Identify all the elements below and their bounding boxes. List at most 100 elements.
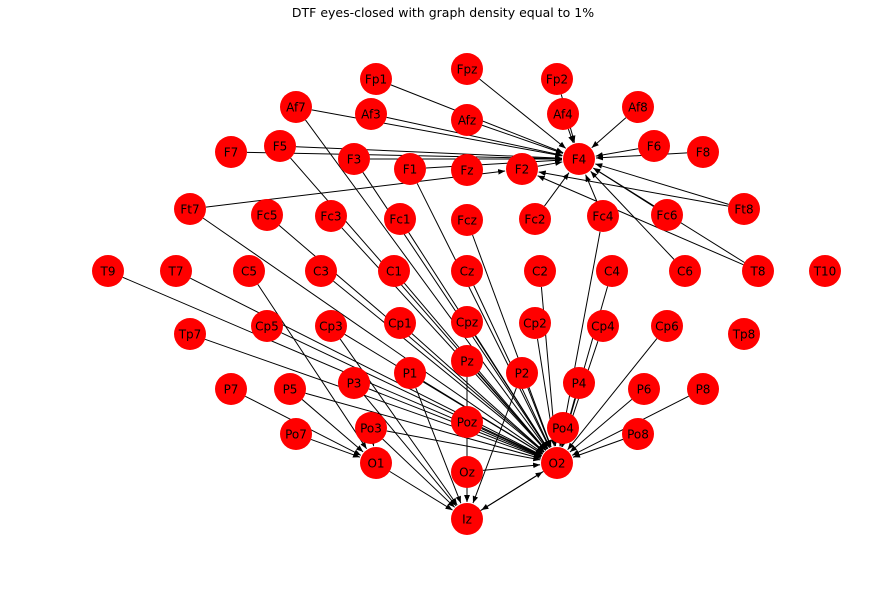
edge-cp6-to-o2 [567, 338, 658, 451]
node-label: C2 [532, 265, 548, 279]
edge-o1-to-iz [389, 470, 453, 511]
node-label: F1 [403, 163, 418, 177]
node-fcz: Fcz [451, 204, 483, 236]
node-f8: F8 [687, 136, 719, 168]
node-circle [378, 255, 410, 287]
edge-o2-to-iz [481, 471, 544, 511]
node-label: Ft8 [734, 203, 753, 217]
edge-ft8-to-f4 [595, 163, 729, 205]
node-layer: Fp1 Fpz Fp2 Af7 Af3 Afz Af4 Af8 F7 F5 F3 F1 Fz F2 F4 F6… [92, 53, 841, 535]
node-o1: O1 [360, 447, 392, 479]
node-p6: P6 [628, 373, 660, 405]
node-ft7: Ft7 [174, 193, 206, 225]
edge-cp5-to-o2 [281, 332, 542, 457]
node-circle [547, 98, 579, 130]
node-label: Po7 [285, 428, 307, 442]
node-p7: P7 [215, 373, 247, 405]
edge-p6-to-o2 [569, 398, 633, 453]
node-label: Cp4 [591, 320, 615, 334]
node-label: P5 [283, 383, 298, 397]
node-circle [451, 345, 483, 377]
node-label: P7 [224, 383, 239, 397]
edge-f2-to-f4 [537, 160, 563, 167]
node-label: F6 [647, 140, 662, 154]
node-circle [451, 503, 483, 535]
edge-fpz-to-f4 [479, 78, 567, 149]
node-circle [728, 318, 760, 350]
node-label: Fc1 [389, 213, 410, 227]
node-cp5: Cp5 [251, 310, 283, 342]
node-fc2: Fc2 [519, 203, 551, 235]
node-cp2: Cp2 [519, 307, 551, 339]
edge-t7-to-o2 [190, 277, 543, 456]
node-f6: F6 [638, 130, 670, 162]
node-oz: Oz [451, 456, 483, 488]
node-c1: C1 [378, 255, 410, 287]
edge-oz-to-o2 [482, 462, 541, 471]
edge-t8-to-f2 [537, 175, 744, 266]
node-circle [506, 153, 538, 185]
node-label: C1 [386, 265, 402, 279]
node-label: P4 [572, 377, 587, 391]
node-ft8: Ft8 [728, 193, 760, 225]
edge-af3-to-f4 [386, 116, 563, 157]
edge-p1-to-o2 [423, 380, 543, 455]
node-f3: F3 [338, 143, 370, 175]
node-o2: O2 [541, 447, 573, 479]
node-circle [338, 367, 370, 399]
node-circle [394, 357, 426, 389]
node-label: T8 [750, 265, 766, 279]
edge-po3-to-o2 [386, 430, 541, 462]
edge-p5-to-o1 [301, 399, 364, 453]
node-label: F8 [696, 146, 711, 160]
node-label: Po3 [360, 422, 382, 436]
node-circle [547, 412, 579, 444]
node-label: T7 [168, 265, 184, 279]
node-circle [728, 193, 760, 225]
node-circle [451, 53, 483, 85]
node-label: P2 [515, 367, 530, 381]
node-circle [394, 153, 426, 185]
node-circle [742, 255, 774, 287]
node-c6: C6 [669, 255, 701, 287]
node-label: Cp1 [388, 317, 412, 331]
node-label: Af3 [361, 108, 381, 122]
node-label: Cp6 [655, 320, 679, 334]
node-circle [519, 307, 551, 339]
node-circle [519, 203, 551, 235]
node-f4: F4 [563, 143, 595, 175]
node-label: P3 [347, 377, 362, 391]
node-cp4: Cp4 [587, 310, 619, 342]
node-cp1: Cp1 [384, 307, 416, 339]
node-c2: C2 [524, 255, 556, 287]
node-f5: F5 [264, 130, 296, 162]
node-circle [451, 456, 483, 488]
node-circle [687, 373, 719, 405]
node-circle [651, 199, 683, 231]
node-cp6: Cp6 [651, 310, 683, 342]
edge-p5-to-o2 [305, 392, 541, 460]
node-circle [251, 199, 283, 231]
node-label: F4 [572, 153, 587, 167]
node-fp2: Fp2 [541, 63, 573, 95]
node-label: Fc5 [256, 209, 277, 223]
node-fpz: Fpz [451, 53, 483, 85]
node-circle [384, 203, 416, 235]
node-circle [305, 255, 337, 287]
node-circle [541, 447, 573, 479]
edge-pz-to-o2 [477, 372, 547, 451]
node-circle [596, 255, 628, 287]
node-circle [355, 412, 387, 444]
edge-c6-to-f4 [590, 171, 675, 260]
node-circle [587, 200, 619, 232]
node-circle [541, 63, 573, 95]
node-p2: P2 [506, 357, 538, 389]
edge-fc2-to-f4 [544, 172, 570, 207]
node-circle [160, 255, 192, 287]
node-p4: P4 [563, 367, 595, 399]
node-circle [315, 200, 347, 232]
node-c5: C5 [233, 255, 265, 287]
node-label: Cz [460, 265, 475, 279]
edge-c3-to-o2 [333, 280, 545, 453]
node-label: F2 [515, 163, 530, 177]
